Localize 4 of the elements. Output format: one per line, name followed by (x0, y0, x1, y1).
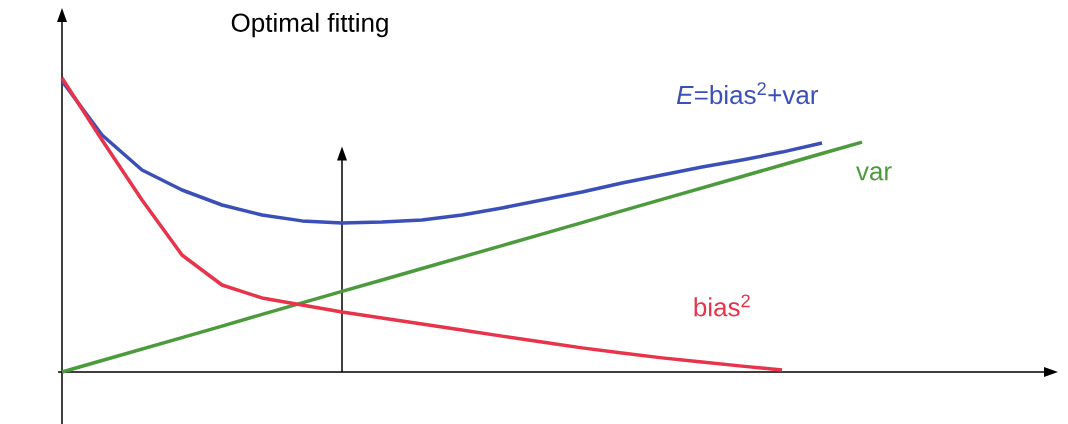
series-label: E=bias$^{2}$+var (676, 82, 819, 105)
series-label: var (856, 166, 892, 181)
text: Optimal fitting (231, 12, 388, 38)
series-label: bias$^{2}$ (694, 294, 750, 317)
